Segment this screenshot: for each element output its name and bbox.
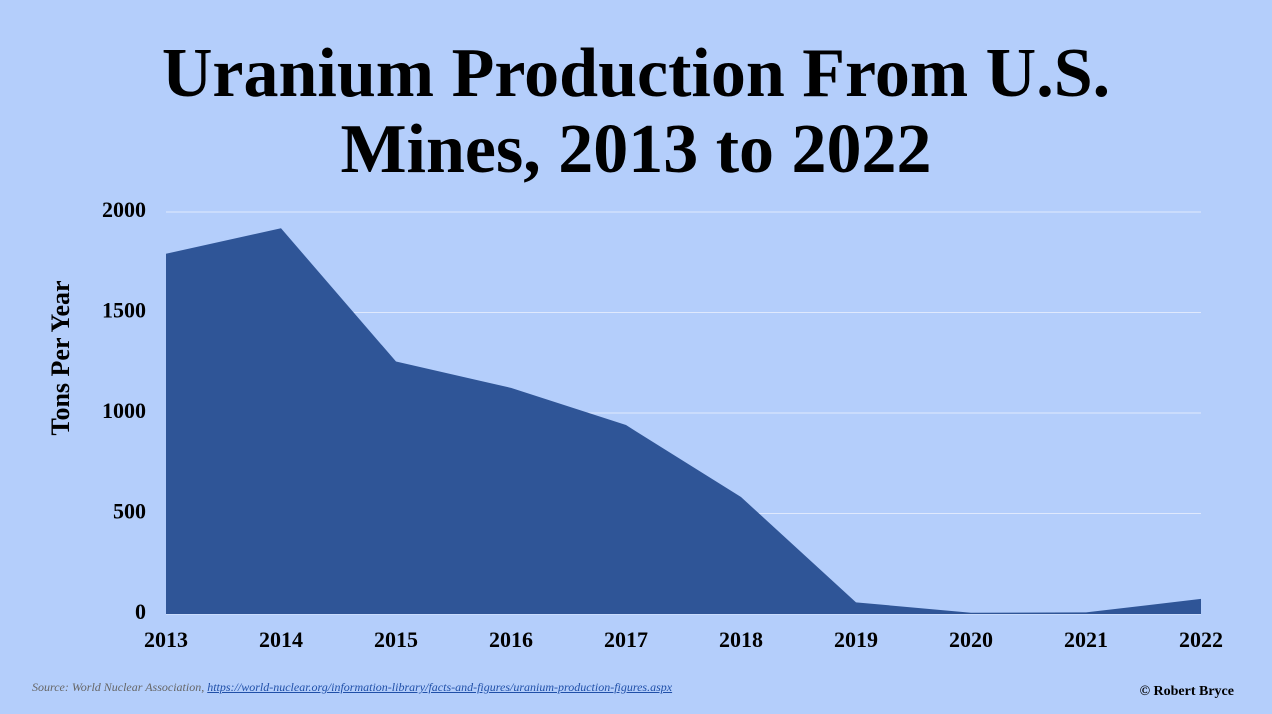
chart-title: Uranium Production From U.S. Mines, 2013… bbox=[161, 35, 1111, 188]
x-tick-label: 2018 bbox=[719, 627, 763, 652]
x-tick-label: 2019 bbox=[834, 627, 878, 652]
x-tick-label: 2020 bbox=[949, 627, 993, 652]
area bbox=[166, 228, 1201, 614]
source-link[interactable]: https://world-nuclear.org/information-li… bbox=[207, 680, 673, 694]
y-tick-label: 1500 bbox=[102, 298, 146, 323]
x-tick-label: 2022 bbox=[1179, 627, 1223, 652]
x-tick-label: 2015 bbox=[374, 627, 418, 652]
y-tick-label: 1000 bbox=[102, 398, 146, 423]
x-tick-label: 2016 bbox=[489, 627, 533, 652]
x-tick-label: 2021 bbox=[1064, 627, 1108, 652]
x-tick-label: 2014 bbox=[259, 627, 303, 652]
source-note: Source: World Nuclear Association, https… bbox=[32, 680, 672, 695]
y-tick-label: 2000 bbox=[102, 197, 146, 222]
y-axis-label: Tons Per Year bbox=[46, 280, 75, 435]
y-tick-label: 0 bbox=[135, 599, 146, 624]
x-tick-label: 2017 bbox=[604, 627, 648, 652]
source-label: Source: World Nuclear Association, bbox=[32, 680, 205, 694]
credit: © Robert Bryce bbox=[1139, 684, 1234, 699]
x-tick-label: 2013 bbox=[144, 627, 188, 652]
y-tick-label: 500 bbox=[113, 499, 146, 524]
